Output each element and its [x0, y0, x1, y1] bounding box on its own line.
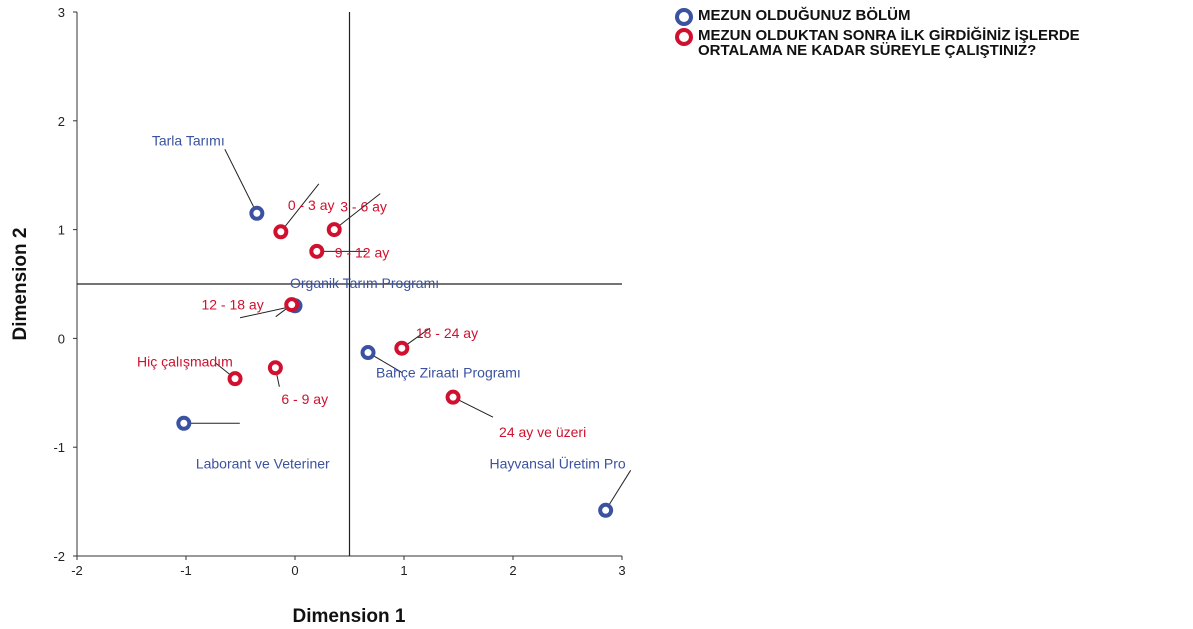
point-bolum [598, 502, 614, 518]
x-tick-label: 3 [618, 563, 625, 578]
legend-marker-bolum [675, 8, 693, 26]
point-label-sure: 0 - 3 ay [288, 197, 335, 213]
y-tick-label: -1 [53, 440, 65, 455]
leader-line [280, 183, 320, 233]
point-label-sure: 9 - 12 ay [335, 244, 389, 260]
point-label-bolum: Bahçe Ziraatı Programı [376, 365, 521, 381]
y-axis-title: Dimension 2 [10, 228, 31, 341]
point-label-bolum: Laborant ve Veteriner [196, 455, 330, 471]
point-sure [394, 340, 410, 356]
x-axis-title: Dimension 1 [293, 606, 406, 627]
point-label-sure: Hiç çalışmadım [137, 354, 233, 370]
legend-label-bolum: MEZUN OLDUĞUNUZ BÖLÜM [698, 7, 911, 24]
x-tick-label: 2 [509, 563, 516, 578]
point-label-bolum: Hayvansal Üretim Pro [489, 454, 625, 471]
point-bolum [176, 415, 192, 431]
leader-line [224, 149, 258, 214]
point-label-sure: 18 - 24 ay [416, 325, 478, 341]
leader-line [333, 193, 381, 230]
point-sure [267, 360, 283, 376]
y-tick-label: 3 [58, 5, 65, 20]
point-label-bolum: Tarla Tarımı [152, 132, 225, 148]
point-bolum [360, 345, 376, 361]
legend-item-bolum: MEZUN OLDUĞUNUZ BÖLÜM [675, 8, 1080, 26]
point-sure [284, 297, 300, 313]
point-sure [309, 243, 325, 259]
point-sure [326, 222, 342, 238]
y-tick-label: 1 [58, 223, 65, 238]
y-tick-label: 2 [58, 114, 65, 129]
x-tick-label: 0 [291, 563, 298, 578]
legend: MEZUN OLDUĞUNUZ BÖLÜM MEZUN OLDUKTAN SON… [675, 8, 1080, 60]
point-bolum [249, 205, 265, 221]
point-label-sure: 3 - 6 ay [340, 199, 387, 215]
point-sure [227, 371, 243, 387]
point-label-sure: 24 ay ve üzeri [499, 424, 586, 440]
point-label-bolum: Organik Tarım Programı [290, 275, 439, 291]
legend-marker-sure [675, 28, 693, 46]
legend-item-sure: MEZUN OLDUKTAN SONRA İLK GİRDİĞİNİZ İŞLE… [675, 28, 1080, 58]
point-sure [273, 224, 289, 240]
x-tick-label: -2 [71, 563, 83, 578]
y-tick-label: -2 [53, 549, 65, 564]
x-tick-label: -1 [180, 563, 192, 578]
point-label-sure: 12 - 18 ay [201, 297, 263, 313]
y-tick-label: 0 [58, 331, 65, 346]
leader-line [605, 470, 632, 511]
legend-label-sure: MEZUN OLDUKTAN SONRA İLK GİRDİĞİNİZ İŞLE… [698, 27, 1080, 59]
point-sure [445, 389, 461, 405]
x-tick-label: 1 [400, 563, 407, 578]
point-label-sure: 6 - 9 ay [281, 391, 328, 407]
